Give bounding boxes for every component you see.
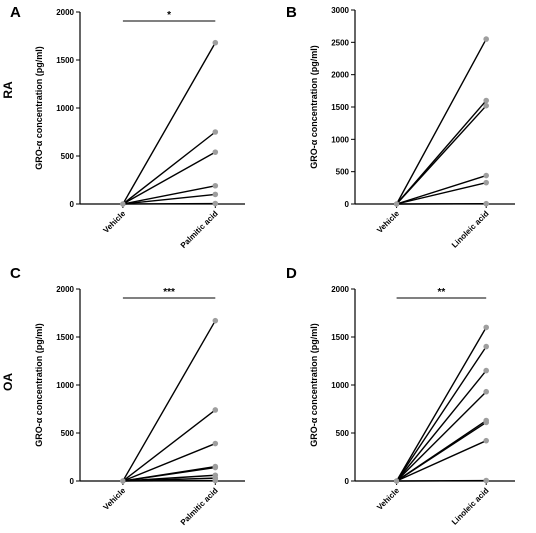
panel-c-point-treatment — [212, 407, 219, 413]
panel-a-series-line — [122, 185, 216, 205]
panel-c-series-line — [122, 442, 216, 482]
panel-a: A 0 500 1000 1500 2000 Vehicle Palmitic acid GRO… — [10, 4, 245, 250]
panel-c-xtick-label: Palmitic acid — [179, 486, 220, 527]
panel-a-ytick-label: 1500 — [56, 56, 74, 65]
panel-c-letter: C — [10, 265, 21, 282]
panel-a-series-line — [122, 42, 216, 205]
panel-a-point-treatment — [212, 39, 219, 46]
panel-b-xtick-label: Linoleic acid — [450, 209, 491, 250]
panel-b-ytick-label: 500 — [336, 168, 350, 177]
panel-b-y-axis-label: GRO-α concentration (pg/ml) — [309, 45, 319, 169]
panel-d-point-treatment — [483, 419, 490, 426]
panel-d-point-treatment — [483, 477, 490, 484]
panel-d-xtick-label: Vehicle — [375, 486, 401, 512]
panel-d-xtick-label: Linoleic acid — [450, 486, 491, 527]
panel-c-ytick-label: 0 — [70, 477, 75, 486]
row-label-ra: RA — [1, 81, 15, 99]
panel-a-point-treatment — [212, 149, 219, 155]
panel-a-ytick-label: 1000 — [56, 104, 74, 113]
panel-a-point-treatment — [212, 129, 219, 135]
panel-c-series-line — [122, 466, 216, 482]
panel-b-ytick-label: 3000 — [331, 6, 349, 15]
panel-d-significance-label: ** — [438, 287, 446, 298]
panel-d-ytick-label: 0 — [345, 477, 350, 486]
panel-a-letter: A — [10, 4, 21, 21]
panel-d-series-line — [396, 421, 487, 482]
panel-c-series-line — [122, 320, 216, 482]
panel-c-ytick-label: 2000 — [56, 285, 74, 294]
panel-a-xtick-label: Palmitic acid — [179, 209, 220, 250]
panel-c-point-treatment — [212, 477, 219, 484]
panel-a-series-line — [122, 131, 216, 205]
panel-b-series-line — [396, 181, 487, 205]
panel-c-ytick-label: 500 — [61, 429, 75, 438]
panel-c-point-treatment — [212, 317, 219, 324]
panel-d-ytick-label: 500 — [336, 429, 350, 438]
panel-b: B 0 500 1000 1500 2000 2500 3000 Vehicle Linoleic… — [286, 4, 515, 250]
panel-a-series-line — [122, 151, 216, 205]
panel-d-point-treatment — [483, 388, 490, 395]
panel-d-series-line — [395, 327, 487, 482]
row-label-oa: OA — [1, 373, 15, 391]
panel-c-significance-label: *** — [163, 287, 175, 298]
panel-d-series-line — [396, 440, 487, 482]
panel-c-ytick-label: 1500 — [56, 333, 74, 342]
panel-c-y-axis-label: GRO-α concentration (pg/ml) — [34, 323, 44, 447]
panel-d-point-treatment — [483, 367, 490, 374]
panel-a-point-treatment — [212, 200, 219, 207]
panel-a-significance-label: * — [167, 10, 171, 21]
panel-c-point-treatment — [212, 464, 219, 471]
panel-c-point-treatment — [212, 440, 219, 447]
panel-b-ytick-label: 1000 — [331, 135, 349, 144]
panel-b-ytick-label: 2500 — [331, 38, 349, 47]
panel-c-series-line — [122, 409, 216, 482]
panel-c-ytick-label: 1000 — [56, 381, 74, 390]
panel-d-ytick-label: 2000 — [331, 285, 349, 294]
panel-a-point-treatment — [212, 182, 219, 189]
panel-d: D 0 500 1000 1500 2000 Vehicle Linoleic acid GRO… — [286, 265, 515, 527]
panel-a-ytick-label: 0 — [70, 200, 75, 209]
panel-d-point-treatment — [483, 437, 490, 444]
panel-b-series-line — [396, 105, 487, 205]
panel-b-point-treatment — [483, 97, 490, 104]
panel-b-point-vehicle — [394, 201, 400, 207]
panel-a-xtick-label: Vehicle — [101, 209, 127, 235]
panel-c-xtick-label: Vehicle — [101, 486, 127, 512]
panel-b-point-treatment — [483, 179, 490, 186]
panel-a-series-line — [122, 193, 216, 205]
panel-b-point-treatment — [483, 102, 490, 109]
panel-d-point-treatment — [483, 343, 490, 350]
panel-d-y-axis-label: GRO-α concentration (pg/ml) — [309, 323, 319, 447]
panel-b-point-treatment — [483, 36, 490, 42]
panel-d-series-line — [396, 391, 487, 482]
panel-b-point-treatment — [483, 172, 490, 179]
panel-a-y-axis-label: GRO-α concentration (pg/ml) — [34, 46, 44, 170]
panel-d-ytick-label: 1000 — [331, 381, 349, 390]
panel-a-ytick-label: 500 — [61, 152, 75, 161]
panel-b-ytick-label: 1500 — [331, 103, 349, 112]
panel-a-point-vehicle — [120, 201, 126, 207]
panel-b-series-line — [395, 38, 487, 205]
panel-d-ytick-label: 1500 — [331, 333, 349, 342]
panel-b-xtick-label: Vehicle — [375, 209, 401, 235]
panel-c: C 0 500 1000 1500 2000 Vehicle Palmitic acid GRO… — [10, 265, 245, 527]
panel-a-point-treatment — [212, 191, 219, 198]
panel-d-point-vehicle — [394, 478, 400, 484]
panel-b-ytick-label: 0 — [345, 200, 350, 209]
panel-b-letter: B — [286, 4, 297, 21]
panel-d-letter: D — [286, 265, 297, 282]
panel-b-ytick-label: 2000 — [331, 71, 349, 80]
panel-b-series-line — [396, 174, 487, 205]
panel-d-series-line — [396, 370, 487, 482]
panel-d-series-line — [396, 346, 487, 482]
panel-d-point-treatment — [483, 324, 490, 331]
panel-a-ytick-label: 2000 — [56, 8, 74, 17]
panel-c-point-vehicle — [120, 478, 126, 484]
panel-b-point-treatment — [483, 200, 490, 207]
